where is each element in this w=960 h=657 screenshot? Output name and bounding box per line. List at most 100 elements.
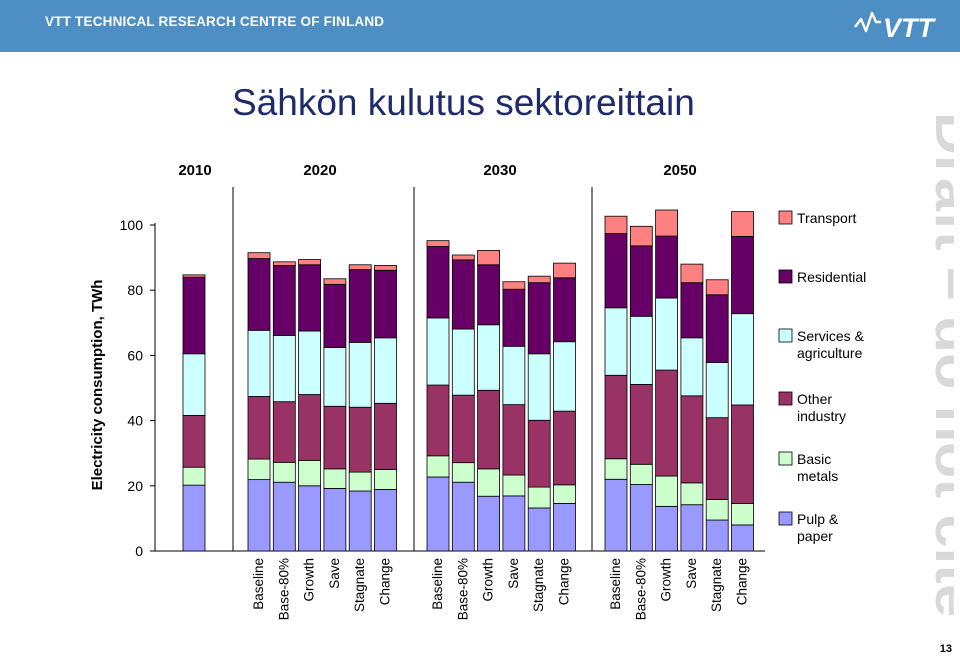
bar-segment — [655, 475, 678, 507]
bar-segment — [182, 274, 206, 278]
bar-segment — [247, 258, 271, 331]
bar-segment — [477, 250, 501, 266]
legend-label: Services & agriculture — [797, 328, 865, 361]
bar-segment — [502, 474, 526, 497]
x-tick-label: Baseline — [430, 558, 445, 610]
bar-segment — [629, 484, 653, 552]
x-tick-label: Stagnate — [709, 558, 724, 612]
bar-segment — [426, 384, 450, 457]
x-tick-label: Baseline — [251, 558, 266, 610]
bar-segment — [272, 335, 296, 403]
bar-segment — [655, 209, 678, 237]
bar-segment — [705, 417, 729, 500]
bar-segment — [553, 341, 576, 412]
bar-segment — [604, 233, 628, 309]
bar-segment — [182, 353, 206, 416]
bar-segment — [477, 468, 501, 497]
bar-segment — [348, 490, 372, 552]
bar-segment — [527, 419, 551, 488]
bar-segment — [553, 484, 576, 504]
y-tick-label: 100 — [120, 217, 144, 233]
legend-swatch — [778, 391, 793, 406]
bar-segment — [323, 488, 347, 552]
bar-segment — [604, 478, 628, 552]
bar-segment — [527, 282, 551, 355]
bar-segment — [502, 281, 526, 290]
year-label: 2050 — [663, 162, 696, 179]
bar-segment — [182, 414, 206, 468]
x-tick-label: Change — [378, 558, 393, 605]
bar-segment — [655, 369, 678, 477]
x-tick-label: Save — [327, 558, 342, 589]
bar-segment — [604, 458, 628, 480]
x-tick-label: Save — [506, 558, 521, 589]
legend-label: Other industry — [797, 391, 846, 424]
bar-segment — [502, 404, 526, 476]
bar-segment — [731, 236, 754, 315]
year-label: 2020 — [303, 162, 336, 179]
bar-segment — [527, 486, 551, 509]
legend-swatch — [778, 269, 793, 284]
bar-segment — [426, 240, 450, 247]
y-tick-label: 40 — [127, 413, 143, 429]
bar-segment — [629, 463, 653, 485]
bar-segment — [323, 283, 347, 348]
bar-segment — [298, 485, 322, 552]
bar-segment — [426, 455, 450, 478]
year-label: 2030 — [483, 162, 516, 179]
bar-segment — [247, 458, 271, 481]
bar-segment — [348, 264, 372, 271]
bar-segment — [272, 261, 296, 266]
bar-segment — [323, 405, 347, 470]
x-tick-label: Stagnate — [531, 558, 546, 612]
x-tick-label: Growth — [302, 558, 317, 602]
bar-segment — [629, 384, 653, 465]
bar-segment — [323, 278, 347, 285]
bar-segment — [705, 294, 729, 363]
bar-segment — [705, 499, 729, 521]
bar-segment — [272, 461, 296, 483]
bar-segment — [629, 315, 653, 385]
x-tick-label: Base-80% — [276, 558, 291, 620]
bar-segment — [629, 245, 653, 317]
bar-segment — [629, 225, 653, 247]
bar-segment — [374, 269, 397, 339]
bar-segment — [553, 410, 576, 486]
bar-segment — [298, 330, 322, 395]
bar-segment — [272, 401, 296, 463]
bar-segment — [272, 481, 296, 552]
year-label: 2010 — [178, 162, 211, 179]
bar-segment — [705, 362, 729, 419]
bar-segment — [604, 374, 628, 460]
bar-segment — [451, 462, 475, 483]
bar-segment — [247, 252, 271, 259]
organization-name: VTT TECHNICAL RESEARCH CENTRE OF FINLAND — [45, 14, 385, 29]
bar-segment — [477, 264, 501, 326]
bar-segment — [348, 341, 372, 408]
x-tick-label: Save — [684, 558, 699, 589]
bar-segment — [502, 345, 526, 406]
legend-swatch — [778, 328, 793, 343]
bar-segment — [680, 482, 704, 506]
bar-segment — [374, 337, 397, 404]
bar-segment — [604, 215, 628, 234]
bar-segment — [553, 262, 576, 279]
bar-segment — [182, 466, 206, 486]
bar-segment — [374, 265, 397, 271]
bar-segment — [374, 488, 397, 552]
y-tick-label: 60 — [127, 347, 143, 363]
bar-segment — [553, 503, 576, 552]
bar-segment — [731, 211, 754, 237]
slide-title: Sähkön kulutus sektoreittain — [232, 82, 695, 123]
bar-segment — [731, 503, 754, 526]
vtt-logo: VTT — [854, 11, 937, 43]
bar-segment — [731, 313, 754, 406]
bar-segment — [502, 495, 526, 552]
bar-segment — [247, 396, 271, 460]
bar-segment — [451, 259, 475, 330]
bar-segment — [655, 505, 678, 552]
x-tick-label: Change — [735, 558, 750, 605]
y-tick-label: 0 — [135, 543, 143, 559]
bar-segment — [298, 264, 322, 332]
